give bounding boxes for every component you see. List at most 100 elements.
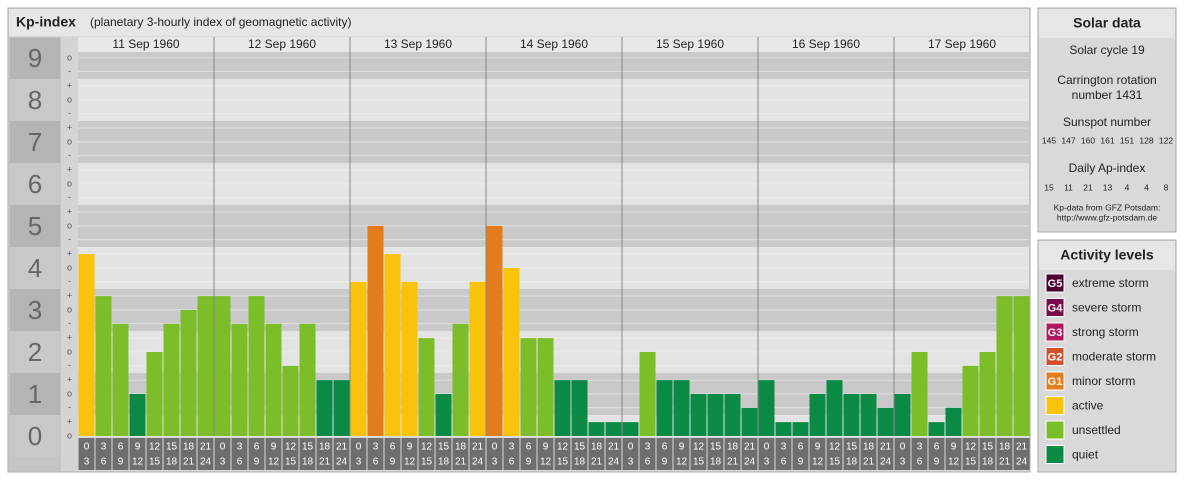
bar bbox=[180, 309, 197, 436]
bar bbox=[962, 365, 979, 436]
slot-from: 6 bbox=[662, 442, 668, 453]
slot-box bbox=[401, 438, 418, 470]
slot-from: 12 bbox=[421, 442, 433, 453]
slot-to: 9 bbox=[526, 457, 532, 468]
sunspot-title: Sunspot number bbox=[1063, 115, 1151, 129]
slot-to: 21 bbox=[591, 457, 603, 468]
slot-box bbox=[741, 438, 758, 470]
level-label: active bbox=[1072, 399, 1104, 413]
bar bbox=[214, 296, 231, 436]
slot-box bbox=[197, 438, 214, 470]
slot-from: 0 bbox=[220, 442, 226, 453]
credit: Kp-data from GFZ Potsdam: bbox=[1054, 202, 1161, 212]
slot-box bbox=[163, 438, 180, 470]
y-subtick-label: - bbox=[68, 108, 71, 118]
slot-box bbox=[180, 438, 197, 470]
slot-from: 6 bbox=[118, 442, 124, 453]
y-subtick-label: + bbox=[67, 164, 72, 174]
bar bbox=[469, 281, 486, 436]
slot-box bbox=[435, 438, 452, 470]
slot-box bbox=[333, 438, 350, 470]
bar bbox=[163, 323, 180, 436]
bar bbox=[775, 422, 792, 436]
ap-title: Daily Ap-index bbox=[1069, 161, 1146, 175]
slot-from: 6 bbox=[390, 442, 396, 453]
bar bbox=[996, 296, 1013, 436]
slot-from: 15 bbox=[302, 442, 314, 453]
slot-to: 6 bbox=[509, 457, 515, 468]
slot-from: 12 bbox=[693, 442, 705, 453]
slot-to: 24 bbox=[472, 457, 484, 468]
slot-box bbox=[588, 438, 605, 470]
tick-band bbox=[10, 288, 60, 331]
y-subtick-label: - bbox=[68, 318, 71, 328]
day-label: 11 Sep 1960 bbox=[112, 37, 179, 51]
slot-to: 15 bbox=[693, 457, 705, 468]
slot-from: 9 bbox=[407, 442, 413, 453]
y-subtick-label: - bbox=[68, 150, 71, 160]
bar bbox=[860, 393, 877, 436]
slot-to: 3 bbox=[84, 457, 90, 468]
ap-value: 4 bbox=[1144, 182, 1149, 192]
bar bbox=[197, 296, 214, 436]
bar bbox=[826, 380, 843, 436]
levels-header bbox=[1039, 241, 1175, 270]
slot-box bbox=[928, 438, 945, 470]
bar bbox=[707, 393, 724, 436]
slot-from: 12 bbox=[149, 442, 161, 453]
day-label: 13 Sep 1960 bbox=[384, 37, 452, 51]
slot-from: 3 bbox=[101, 442, 107, 453]
slot-box bbox=[503, 438, 520, 470]
slot-to: 18 bbox=[846, 457, 858, 468]
sunspot-value: 122 bbox=[1159, 135, 1173, 145]
bar bbox=[588, 422, 605, 436]
slot-to: 15 bbox=[829, 457, 841, 468]
slot-box bbox=[520, 438, 537, 470]
slot-box bbox=[707, 438, 724, 470]
slot-to: 12 bbox=[948, 457, 960, 468]
slot-box bbox=[775, 438, 792, 470]
level-swatch bbox=[1045, 347, 1065, 366]
bar bbox=[282, 365, 299, 436]
level-label: strong storm bbox=[1072, 325, 1139, 339]
slot-from: 21 bbox=[608, 442, 620, 453]
slot-box bbox=[452, 438, 469, 470]
slot-from: 9 bbox=[679, 442, 685, 453]
slot-from: 3 bbox=[781, 442, 787, 453]
ap-value: 15 bbox=[1044, 182, 1054, 192]
bar bbox=[384, 254, 401, 436]
y-subtick-label: + bbox=[67, 80, 72, 90]
slot-from: 0 bbox=[84, 442, 90, 453]
day-label: 16 Sep 1960 bbox=[792, 37, 860, 51]
bar bbox=[333, 380, 350, 436]
slot-to: 9 bbox=[934, 457, 940, 468]
tick-band bbox=[10, 38, 60, 79]
slot-from: 18 bbox=[591, 442, 603, 453]
y-subtick-label: o bbox=[67, 304, 72, 314]
y-tick-label: 7 bbox=[28, 127, 42, 157]
slot-from: 6 bbox=[526, 442, 532, 453]
ap-value: 11 bbox=[1064, 182, 1073, 192]
slot-from: 18 bbox=[999, 442, 1011, 453]
y-subtick-label: o bbox=[67, 220, 72, 230]
y-subtick-label: + bbox=[67, 122, 72, 132]
slot-box bbox=[979, 438, 996, 470]
bar bbox=[724, 393, 741, 436]
bar bbox=[877, 407, 894, 436]
bar bbox=[690, 393, 707, 436]
slot-from: 21 bbox=[200, 442, 212, 453]
level-badge: G4 bbox=[1048, 302, 1064, 314]
slot-box bbox=[945, 438, 962, 470]
y-tick-label: 2 bbox=[28, 337, 42, 367]
slot-from: 3 bbox=[373, 442, 379, 453]
slot-to: 15 bbox=[421, 457, 433, 468]
slot-to: 24 bbox=[1016, 457, 1028, 468]
level-badge: G1 bbox=[1048, 376, 1063, 388]
slot-from: 12 bbox=[965, 442, 977, 453]
day-label: 17 Sep 1960 bbox=[928, 37, 996, 51]
tick-band bbox=[10, 414, 60, 457]
slot-box bbox=[78, 438, 95, 470]
slot-to: 12 bbox=[268, 457, 280, 468]
levels-title: Activity levels bbox=[1060, 247, 1154, 263]
bar bbox=[758, 380, 775, 436]
